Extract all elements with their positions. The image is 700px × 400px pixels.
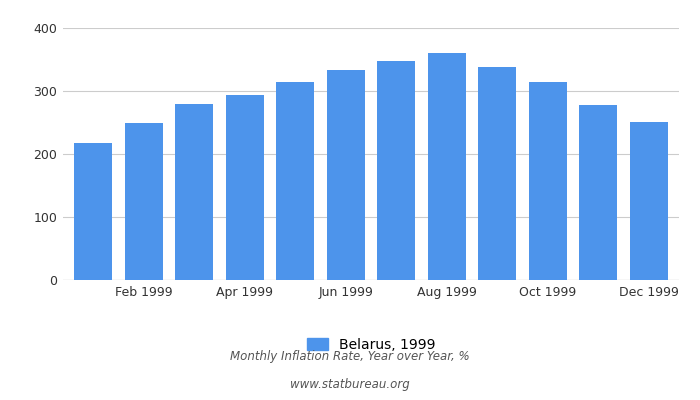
Bar bbox=[74, 143, 112, 280]
Bar bbox=[327, 70, 365, 280]
Bar bbox=[428, 53, 466, 280]
Text: www.statbureau.org: www.statbureau.org bbox=[290, 378, 410, 391]
Legend: Belarus, 1999: Belarus, 1999 bbox=[301, 332, 441, 358]
Text: Monthly Inflation Rate, Year over Year, %: Monthly Inflation Rate, Year over Year, … bbox=[230, 350, 470, 363]
Bar bbox=[125, 122, 162, 280]
Bar bbox=[528, 82, 567, 280]
Bar bbox=[175, 104, 214, 280]
Bar bbox=[276, 82, 314, 280]
Bar bbox=[630, 122, 668, 280]
Bar bbox=[377, 61, 415, 280]
Bar bbox=[478, 67, 516, 280]
Bar bbox=[226, 96, 264, 280]
Bar bbox=[580, 105, 617, 280]
